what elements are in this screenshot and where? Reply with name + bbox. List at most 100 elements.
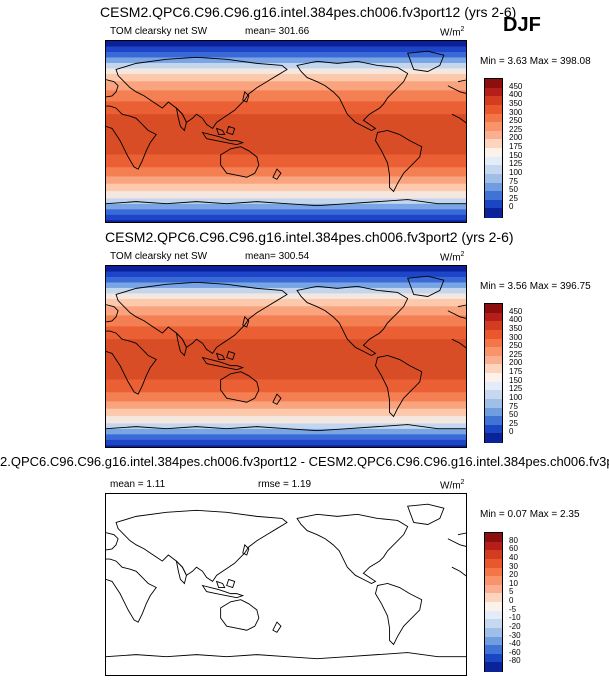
colorbar-tick-label: -60 xyxy=(509,647,521,657)
colorbar-swatch xyxy=(485,576,502,586)
colorbar-tick-label: 300 xyxy=(509,332,523,342)
colorbar-swatch xyxy=(485,139,502,149)
colorbar-swatch xyxy=(485,567,502,577)
coastline-path xyxy=(273,622,281,632)
colorbar-swatch xyxy=(485,347,502,357)
coastline-path xyxy=(458,533,467,535)
coastline-path xyxy=(106,425,467,431)
panel2-title: CESM2.QPC6.C96.C96.g16.intel.384pes.ch00… xyxy=(105,229,514,245)
coastline-path xyxy=(227,351,235,359)
colorbar-tick-label: 10 xyxy=(509,578,518,588)
colorbar-tick-label: 30 xyxy=(509,561,518,571)
colorbar-swatch xyxy=(485,122,502,132)
colorbar-tick-label: 50 xyxy=(509,410,518,420)
field-latitude-band xyxy=(106,271,466,278)
colorbar-tick-label: 450 xyxy=(509,306,523,316)
panel3-field xyxy=(106,494,466,675)
coastline-path xyxy=(227,579,235,587)
panel1-field xyxy=(106,41,466,222)
coastline-path xyxy=(297,514,408,583)
coastline-path xyxy=(106,559,156,622)
panel3-mean-label: mean = 1.11 xyxy=(110,479,166,490)
coastline-path xyxy=(116,510,287,581)
coastline-path xyxy=(221,600,259,631)
colorbar-tick-label: 400 xyxy=(509,90,523,100)
coastline-path xyxy=(106,200,467,206)
field-latitude-band xyxy=(106,408,466,417)
colorbar-tick-label: 350 xyxy=(509,98,523,108)
coastline-path xyxy=(221,372,259,403)
coastline-path xyxy=(375,583,421,644)
panel3-units: W/m2 xyxy=(440,479,465,492)
coastline-path xyxy=(227,126,235,134)
field-latitude-band xyxy=(106,198,466,205)
coastline-path xyxy=(408,51,444,71)
field-latitude-band xyxy=(106,73,466,82)
field-latitude-band xyxy=(106,220,466,222)
coastline-path xyxy=(203,358,243,370)
colorbar-swatch xyxy=(485,156,502,166)
field-latitude-band xyxy=(106,101,466,115)
coastline-path xyxy=(217,353,225,359)
colorbar-swatch xyxy=(485,627,502,637)
colorbar-tick-label: 50 xyxy=(509,185,518,195)
colorbar-swatch xyxy=(485,407,502,417)
colorbar-tick-label: -40 xyxy=(509,639,521,649)
coastline-path xyxy=(243,545,249,555)
colorbar-tick-label: -10 xyxy=(509,613,521,623)
colorbar-tick-label: 125 xyxy=(509,384,523,394)
field-latitude-band xyxy=(106,315,466,327)
colorbar-tick-label: 150 xyxy=(509,375,523,385)
panel1-colorbar-box xyxy=(484,78,503,218)
coastline-path xyxy=(106,106,156,169)
colorbar-swatch xyxy=(485,550,502,560)
coastline-path xyxy=(448,539,467,547)
colorbar-tick-label: 25 xyxy=(509,418,518,428)
coastline-path xyxy=(297,61,408,130)
field-latitude-band xyxy=(106,401,466,410)
panel2-colorbar: 450 400 350 300 250 225 200 175 150 125 100 75 50 25 0 xyxy=(484,303,544,443)
panel1-variable-label: TOM clearsky net SW xyxy=(110,26,208,37)
colorbar-swatch xyxy=(485,373,502,383)
panel1-title: CESM2.QPC6.C96.C96.g16.intel.384pes.ch00… xyxy=(100,4,517,20)
field-latitude-band xyxy=(106,434,466,441)
coastline-path xyxy=(375,130,421,191)
field-latitude-band xyxy=(106,154,466,168)
colorbar-tick-label: 100 xyxy=(509,392,523,402)
colorbar-swatch xyxy=(485,636,502,646)
colorbar-tick-label: 80 xyxy=(509,535,518,545)
colorbar-swatch xyxy=(485,364,502,374)
field-latitude-band xyxy=(106,306,466,316)
colorbar-swatch xyxy=(485,329,502,339)
colorbar-tick-label: 75 xyxy=(509,176,518,186)
colorbar-swatch xyxy=(485,416,502,426)
field-latitude-band xyxy=(106,392,466,402)
coastline-path xyxy=(273,169,281,179)
panel2-colorbar-box xyxy=(484,303,503,443)
panel1-minmax: Min = 3.63 Max = 398.08 xyxy=(480,56,591,67)
colorbar-swatch xyxy=(485,645,502,655)
season-label: DJF xyxy=(503,14,541,36)
colorbar-tick-label: 60 xyxy=(509,544,518,554)
field-background xyxy=(106,494,466,675)
colorbar-tick-label: 5 xyxy=(509,587,514,597)
coastline-path xyxy=(106,331,156,394)
panel3-coastlines xyxy=(106,494,467,676)
panel3-colorbar: 80 60 40 30 20 10 5 0 -5 -10 -20 -30 -40 -60 -80 xyxy=(484,532,544,672)
colorbar-swatch xyxy=(485,541,502,551)
field-latitude-band xyxy=(106,167,466,177)
colorbar-tick-label: -30 xyxy=(509,630,521,640)
field-latitude-band xyxy=(106,293,466,300)
colorbar-tick-label: 25 xyxy=(509,193,518,203)
field-latitude-band xyxy=(106,203,466,210)
field-latitude-band xyxy=(106,339,466,380)
coastline-path xyxy=(203,133,243,145)
colorbar-swatch xyxy=(485,79,502,89)
colorbar-tick-label: -5 xyxy=(509,604,517,614)
coastline-path xyxy=(221,147,259,178)
colorbar-tick-label: 0 xyxy=(509,202,514,212)
field-latitude-band xyxy=(106,114,466,155)
colorbar-swatch xyxy=(485,173,502,183)
panel3-rmse-label: rmse = 1.19 xyxy=(258,479,312,490)
coastline-path xyxy=(273,394,281,404)
